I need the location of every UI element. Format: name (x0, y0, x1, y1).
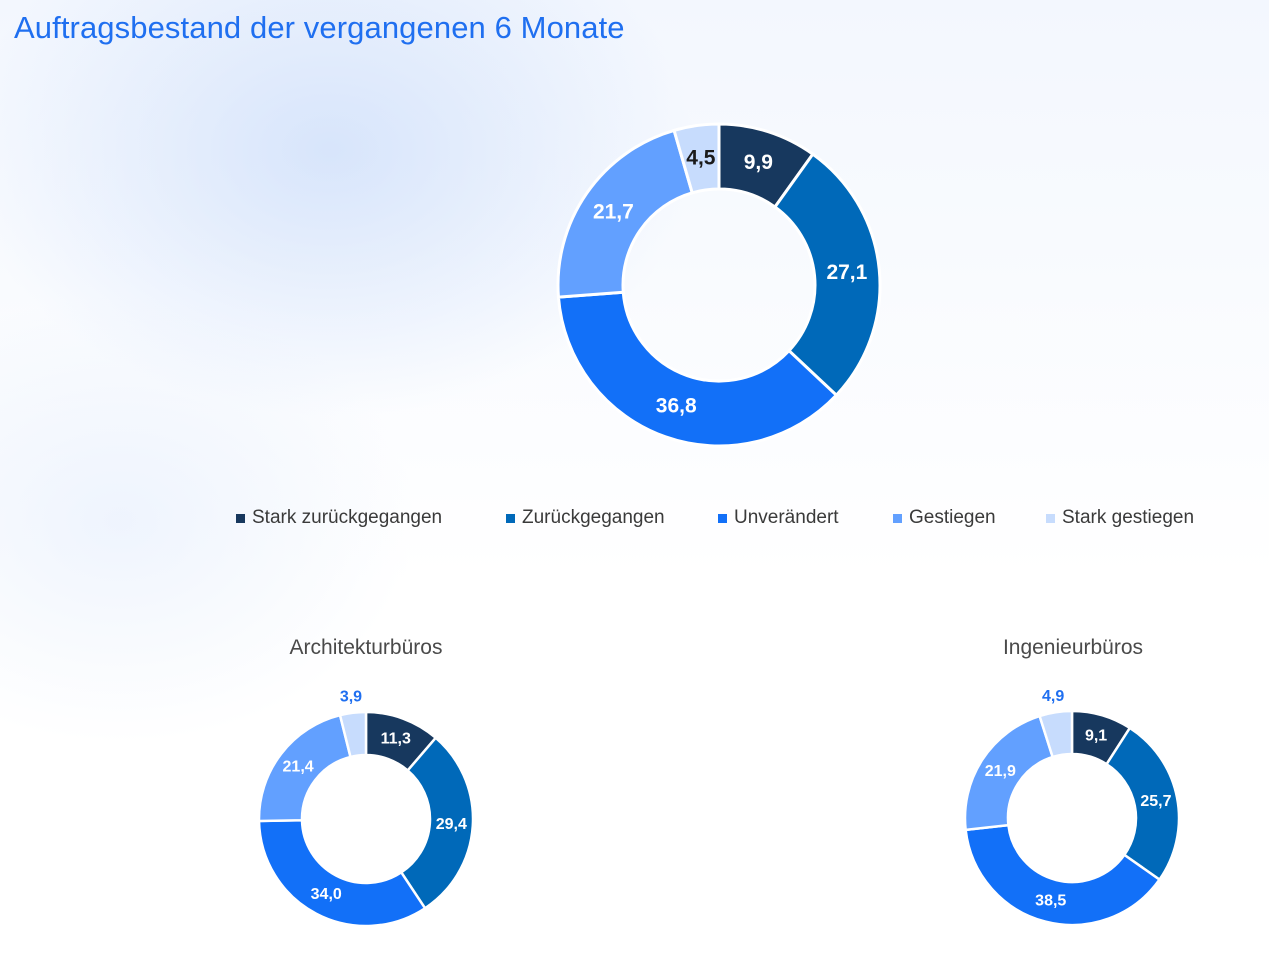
data-label-gestiegen: 21,9 (985, 763, 1016, 780)
legend-item-stark-zurueckgegangen: Stark zurückgegangen (236, 507, 442, 529)
legend-label: Unverändert (734, 507, 839, 528)
donut-slice-zurueckgegangen (399, 736, 475, 910)
donut-chart-ingenieurbueros: 9,1 25,7 38,5 21,9 4,9 (963, 688, 1181, 927)
legend-item-gestiegen: Gestiegen (893, 507, 996, 529)
donut-slice-stark-gestiegen (1038, 709, 1074, 759)
legend-swatch-icon (1046, 513, 1055, 523)
data-label-zurueckgegangen: 29,4 (436, 816, 467, 833)
data-label-unveraendert: 38,5 (1035, 892, 1066, 909)
donut-slice-zurueckgegangen (1104, 726, 1181, 882)
data-label-stark-zurueckgegangen: 9,9 (744, 151, 773, 174)
donut-slice-stark-gestiegen (672, 122, 721, 195)
donut-slice-unveraendert (964, 823, 1162, 927)
subtitle-ingenieurbueros: Ingenieurbüros (1002, 636, 1144, 659)
donut-slice-stark-gestiegen (338, 710, 368, 759)
data-label-stark-gestiegen: 3,9 (340, 688, 362, 705)
donut-chart-overall: 9,9 27,1 36,8 21,7 4,5 (556, 122, 882, 448)
legend-label: Stark gestiegen (1062, 507, 1195, 528)
data-label-unveraendert: 34,0 (311, 886, 342, 903)
donut-slice-zurueckgegangen (772, 152, 882, 398)
legend-swatch-icon (506, 513, 515, 523)
donut-slice-unveraendert (556, 290, 839, 448)
data-label-stark-zurueckgegangen: 9,1 (1085, 727, 1107, 744)
legend-item-unveraendert: Unverändert (718, 507, 839, 529)
legend-item-zurueckgegangen: Zurückgegangen (506, 507, 665, 529)
subtitle-architekturbueros: Architekturbüros (289, 636, 443, 659)
data-label-zurueckgegangen: 25,7 (1140, 793, 1171, 810)
data-label-stark-gestiegen: 4,9 (1042, 688, 1064, 705)
data-label-unveraendert: 36,8 (656, 395, 697, 418)
donut-slice-unveraendert (257, 818, 427, 928)
data-label-zurueckgegangen: 27,1 (826, 261, 867, 284)
legend-item-stark-gestiegen: Stark gestiegen (1046, 507, 1194, 529)
data-label-gestiegen: 21,4 (283, 759, 314, 776)
legend-label: Zurückgegangen (522, 507, 665, 528)
legend-swatch-icon (236, 513, 245, 523)
data-label-stark-zurueckgegangen: 11,3 (381, 730, 411, 747)
chart-legend: Stark zurückgegangen Zurückgegangen Unve… (232, 507, 1232, 533)
legend-label: Stark zurückgegangen (252, 507, 443, 528)
legend-swatch-icon (893, 513, 902, 523)
legend-swatch-icon (718, 513, 727, 523)
data-label-gestiegen: 21,7 (593, 200, 634, 223)
page-title: Auftragsbestand der vergangenen 6 Monate (14, 10, 625, 45)
legend-label: Gestiegen (909, 507, 996, 528)
donut-chart-architekturbueros: 11,3 29,4 34,0 21,4 3,9 (257, 688, 475, 928)
data-label-stark-gestiegen: 4,5 (686, 146, 716, 169)
